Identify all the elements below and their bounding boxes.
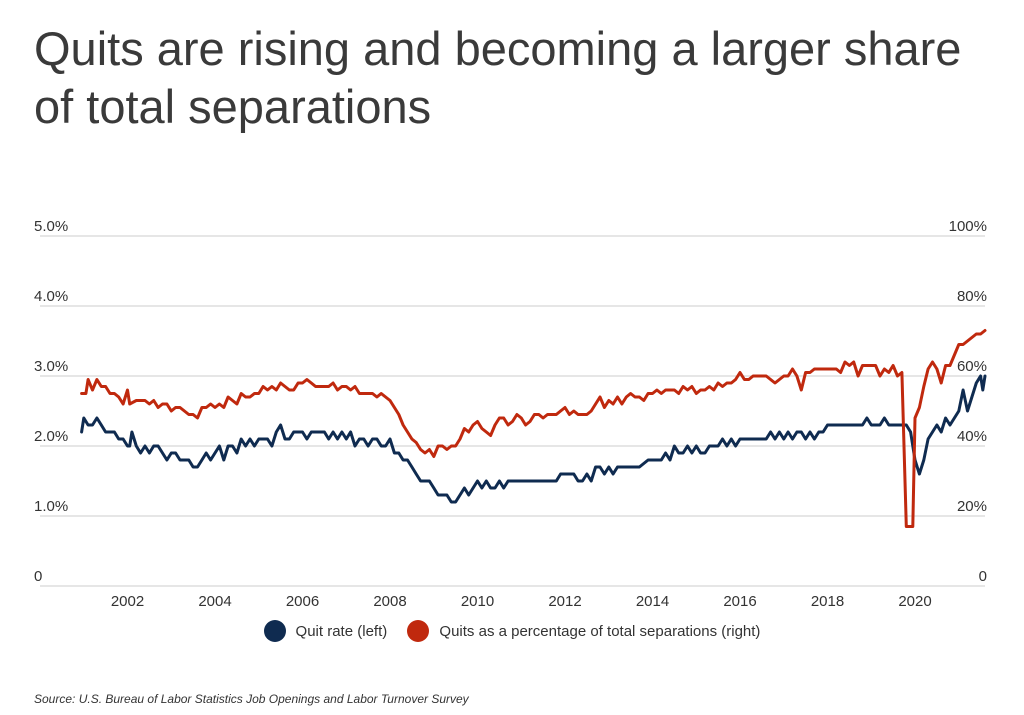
x-tick-label: 2010	[461, 593, 494, 610]
y-right-tick-label: 60%	[957, 358, 987, 375]
legend: Quit rate (left) Quits as a percentage o…	[0, 620, 1024, 646]
x-tick-label: 2018	[811, 593, 844, 610]
x-tick-label: 2006	[286, 593, 319, 610]
x-tick-label: 2020	[898, 593, 931, 610]
series-line-quit-share	[80, 329, 987, 528]
y-left-tick-label: 3.0%	[34, 358, 68, 375]
y-left-tick-label: 0	[34, 568, 42, 585]
x-tick-label: 2016	[723, 593, 756, 610]
legend-item-quit-share: Quits as a percentage of total separatio…	[407, 620, 760, 642]
legend-swatch-quit-rate	[263, 620, 286, 642]
x-tick-label: 2008	[373, 593, 406, 610]
y-left-tick-label: 2.0%	[34, 428, 68, 445]
legend-swatch-quit-share	[407, 620, 430, 642]
y-right-tick-label: 0	[979, 568, 987, 585]
x-tick-label: 2004	[198, 593, 231, 610]
legend-label-quit-share: Quits as a percentage of total separatio…	[439, 622, 761, 640]
legend-label-quit-rate: Quit rate (left)	[295, 622, 388, 640]
y-left-tick-label: 1.0%	[34, 498, 68, 515]
y-left-tick-label: 5.0%	[34, 218, 68, 235]
y-right-tick-label: 100%	[949, 218, 987, 235]
series-line-quit-rate	[80, 374, 987, 504]
source-note: Source: U.S. Bureau of Labor Statistics …	[34, 692, 469, 706]
x-tick-label: 2002	[111, 593, 144, 610]
y-right-tick-label: 80%	[957, 288, 987, 305]
y-right-tick-label: 40%	[957, 428, 987, 445]
chart-title: Quits are rising and becoming a larger s…	[34, 22, 962, 133]
legend-item-quit-rate: Quit rate (left)	[263, 620, 388, 642]
x-tick-label: 2014	[636, 593, 669, 610]
y-left-tick-label: 4.0%	[34, 288, 68, 305]
y-right-tick-label: 20%	[957, 498, 987, 515]
x-tick-label: 2012	[548, 593, 581, 610]
